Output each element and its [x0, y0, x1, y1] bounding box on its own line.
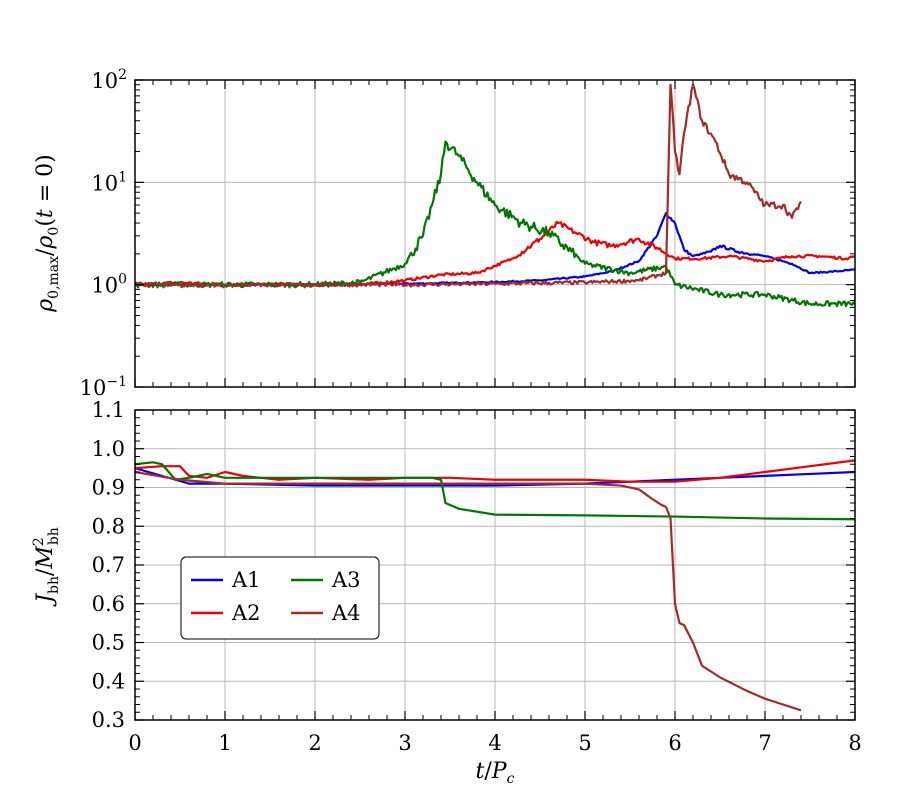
top-grid	[134, 79, 856, 388]
top-y-axis-label: ρ0,max/ρ0(t = 0)	[33, 154, 62, 313]
y-tick-label: 0.4	[92, 669, 125, 693]
top-ticks	[134, 79, 856, 388]
y-tick-exponent: −1	[106, 374, 127, 390]
legend-label-A4: A4	[331, 601, 361, 625]
y-tick-label: 0.7	[92, 553, 125, 577]
y-tick-label: 102	[91, 67, 127, 93]
y-tick-exponent: 1	[118, 169, 127, 185]
legend: A1 A3 A2 A4	[180, 556, 380, 640]
top-series-A4	[135, 83, 802, 288]
y-tick-base: 10	[80, 376, 107, 400]
x-tick-label: 6	[668, 731, 681, 755]
bottom-panel: 0 1 2 3 4 5 6 7 8 0.3 0.4 0.5 0.6 0.7 0.8 0.9 1.0 1.1 Jbh…	[31, 398, 862, 787]
x-tick-label: 1	[218, 731, 231, 755]
bottom-ticks	[134, 409, 856, 721]
x-tick-label: 8	[848, 731, 861, 755]
bottom-series-A3	[135, 461, 855, 521]
bottom-tick-labels: 0 1 2 3 4 5 6 7 8 0.3 0.4 0.5 0.6 0.7 0.8 0.9 1.0 1.1	[92, 398, 862, 755]
legend-frame	[180, 556, 380, 640]
x-tick-label: 3	[398, 731, 411, 755]
x-tick-label: 0	[128, 731, 141, 755]
x-axis-label: t/Pc	[476, 759, 515, 787]
y-tick-label: 1.1	[92, 398, 125, 422]
x-tick-label: 2	[308, 731, 321, 755]
y-tick-label: 101	[91, 169, 127, 195]
bottom-series-A4	[135, 470, 802, 712]
x-tick-label: 4	[488, 731, 501, 755]
legend-label-A1: A1	[231, 568, 261, 592]
legend-label-A2: A2	[231, 601, 261, 625]
y-tick-label: 0.8	[92, 514, 125, 538]
bottom-plot-frame	[134, 409, 856, 721]
y-tick-exponent: 2	[118, 67, 127, 83]
y-tick-label: 10−1	[80, 374, 127, 400]
y-tick-label: 0.9	[92, 476, 125, 500]
y-tick-label: 1.0	[92, 437, 125, 461]
y-tick-label: 0.3	[92, 708, 125, 732]
y-tick-base: 10	[91, 171, 118, 195]
x-tick-label: 5	[578, 731, 591, 755]
legend-items: A1 A3 A2 A4	[191, 568, 361, 625]
bottom-y-axis-label: Jbh/M2bh	[31, 527, 62, 607]
y-tick-base: 10	[91, 274, 118, 298]
legend-label-A3: A3	[331, 568, 361, 592]
y-tick-label: 100	[91, 272, 127, 298]
y-tick-base: 10	[91, 69, 118, 93]
x-tick-label: 7	[758, 731, 771, 755]
bottom-series	[135, 459, 855, 712]
top-series	[135, 83, 855, 308]
top-plot-frame	[134, 79, 856, 388]
y-tick-label: 0.5	[92, 631, 125, 655]
y-tick-exponent: 0	[118, 272, 127, 288]
y-tick-label: 0.6	[92, 592, 125, 616]
